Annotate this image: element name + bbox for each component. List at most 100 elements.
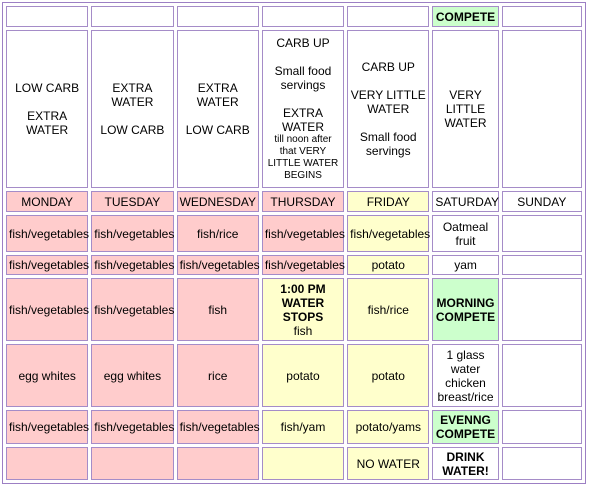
table-cell [501,344,582,407]
table-cell: rice [176,344,259,407]
table-cell: WEDNESDAY [176,191,259,212]
cell-text: Oatmeal fruit [442,219,489,248]
cell-text: Small food servings [359,130,417,158]
meal-plan-table: COMPETE LOW CARB EXTRA WATER EXTRA WATER LOW… [2,2,586,484]
cell-text: egg whites [103,368,162,383]
cell-text: LOW CARB [185,123,250,137]
cell-text: rice [208,368,228,383]
table-cell: Oatmeal fruit [432,215,499,252]
cell-text: CARB UP [276,36,330,50]
cell-text: fish/vegetables [179,420,260,434]
table-cell [6,6,89,27]
table-cell: fish/vegetables [91,410,175,444]
cell-text: potato [371,258,405,272]
cell-text: fish/vegetables [9,258,90,272]
table-cell [6,447,89,480]
cell-text: fish/vegetables [94,258,175,272]
table-cell [501,6,582,27]
cell-text: EXTRA WATER [196,81,239,109]
table-row: fish/vegetables fish/vegetables fish 1:00 P… [6,278,582,341]
cell-text: EXTRA WATER [281,106,324,134]
table-cell [501,278,582,341]
cell-text: potato [286,368,320,383]
table-cell: MONDAY [6,191,89,212]
cell-text: VERY LITTLE WATER [350,88,426,116]
cell-text: 1:00 PM WATER STOPS [280,281,326,324]
table-cell: EXTRA WATER LOW CARB [176,30,259,188]
table-cell: NO WATER [347,447,430,480]
cell-text: fish/vegetables [94,420,175,434]
table-cell [501,410,582,444]
cell-text: fish/vegetables [9,226,90,241]
table-cell: fish/vegetables [176,255,260,275]
cell-text: MONDAY [21,194,74,209]
table-cell [176,447,259,480]
table-cell: fish/vegetables [6,255,90,275]
table-cell [501,447,582,480]
table-cell: egg whites [91,344,174,407]
table-cell [501,215,582,252]
table-cell: CARB UP Small food servings EXTRA WATER til… [261,30,345,188]
cell-text: fish/vegetables [350,226,431,241]
cell-text: VERY LITTLE WATER [444,88,487,130]
table-cell: potato [261,344,345,407]
table-cell: COMPETE [432,6,499,27]
table-cell: EVENNG COMPETE [432,410,499,444]
table-row: COMPETE [6,6,582,27]
cell-text: LOW CARB [100,123,165,137]
table-cell: SATURDAY [432,191,499,212]
cell-text: SUNDAY [517,194,567,209]
table-cell: MORNING COMPETE [432,278,499,341]
table-cell: fish [176,278,259,341]
cell-text: fish [208,302,228,317]
cell-text: egg whites [18,368,76,383]
table-cell: egg whites [6,344,89,407]
cell-text: potato [371,368,405,383]
table-cell [501,255,582,275]
table-row: NO WATER DRINK WATER! [6,447,582,480]
cell-text: THURSDAY [270,194,336,209]
table-cell: fish/vegetables [6,278,89,341]
cell-text: fish/rice [197,226,239,241]
cell-text: fish/vegetables [264,226,345,241]
table-cell: fish/rice [347,278,430,341]
table-cell: fish/vegetables [91,278,174,341]
table-row: egg whites egg whites rice potato potato 1 gl… [6,344,582,407]
table-cell: FRIDAY [347,191,430,212]
table-cell: potato [347,255,430,275]
table-cell [91,6,174,27]
cell-text: TUESDAY [104,194,161,209]
table-cell: DRINK WATER! [432,447,499,480]
cell-text: FRIDAY [366,194,410,209]
table-row: LOW CARB EXTRA WATER EXTRA WATER LOW CARB EX… [6,30,582,188]
table-row: fish/vegetables fish/vegetables fish/veget… [6,410,582,444]
table-cell: 1 glass water chicken breast/rice [432,344,499,407]
table-row: fish/vegetables fish/vegetables fish/rice f… [6,215,582,252]
cell-text: NO WATER [356,456,420,471]
table-cell: fish/vegetables [176,410,260,444]
table-cell: SUNDAY [501,191,582,212]
table-cell: LOW CARB EXTRA WATER [6,30,89,188]
table-cell: fish/vegetables [91,255,175,275]
cell-text: 1 glass water chicken breast/rice [437,347,494,404]
table-cell [347,6,430,27]
cell-text: EXTRA WATER [26,109,69,137]
table-cell: VERY LITTLE WATER [432,30,499,188]
cell-text: yam [454,258,477,272]
cell-text: fish/rice [367,302,409,317]
table-cell: fish/vegetables [6,215,90,252]
cell-text: WEDNESDAY [179,194,257,209]
cell-text: fish/vegetables [9,420,90,434]
table-cell [501,30,582,188]
table-cell: EXTRA WATER LOW CARB [91,30,174,188]
table-cell [261,447,345,480]
cell-text: till noon after that VERY LITTLE WATER B… [267,134,339,181]
table-cell: fish/vegetables [6,410,90,444]
table-cell [261,6,345,27]
cell-text: EXTRA WATER [111,81,154,109]
table-cell: THURSDAY [261,191,345,212]
table-cell: 1:00 PM WATER STOPS fish [261,278,345,341]
cell-text: fish/vegetables [264,258,345,272]
cell-text: potato/yams [355,420,421,434]
cell-text: DRINK WATER! [442,449,489,478]
